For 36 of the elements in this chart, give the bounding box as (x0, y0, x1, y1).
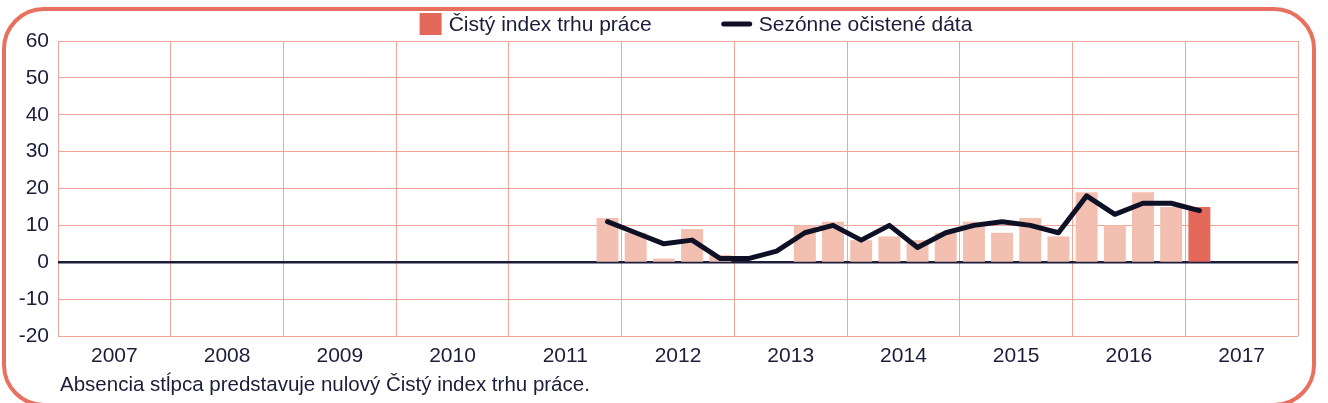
x-tick-label: 2017 (1218, 343, 1265, 367)
bar (1132, 192, 1154, 262)
bar (652, 258, 675, 262)
x-tick-label: 2011 (542, 343, 588, 367)
x-tick-label: 2016 (1105, 343, 1153, 367)
y-tick-label: 50 (25, 64, 49, 88)
x-tick-label: 2007 (91, 343, 138, 367)
y-tick-label: 0 (37, 249, 49, 273)
legend-label: Sezónne očistené dáta (758, 11, 973, 35)
bar (878, 236, 901, 262)
y-tick-label: -10 (18, 285, 49, 309)
bar (1103, 225, 1126, 262)
y-tick-label: 30 (25, 138, 49, 162)
legend-label: Čistý index trhu práce (448, 11, 652, 35)
y-tick-label: 10 (25, 212, 49, 236)
y-tick-label: 60 (25, 27, 49, 51)
text: Absencia stĺpca predstavuje nulový Čistý index trhu práce. (60, 372, 590, 395)
bar (624, 232, 647, 262)
y-tick-label: 20 (25, 175, 49, 199)
bar (1075, 192, 1098, 262)
bar (1047, 236, 1070, 262)
bar (850, 240, 873, 262)
x-tick-label: 2015 (992, 343, 1040, 367)
bar (934, 232, 957, 262)
x-tick-label: 2010 (429, 343, 476, 367)
y-tick-label: 40 (25, 101, 49, 125)
bar (991, 232, 1014, 262)
x-tick-label: 2008 (203, 343, 251, 367)
x-tick-label: 2009 (316, 343, 364, 367)
y-tick-label: -20 (18, 322, 49, 346)
bar (596, 218, 619, 262)
bar (1160, 206, 1183, 262)
x-tick-label: 2013 (767, 343, 815, 367)
x-tick-label: 2014 (880, 343, 928, 367)
bar (1188, 206, 1211, 262)
x-tick-label: 2012 (654, 343, 702, 367)
